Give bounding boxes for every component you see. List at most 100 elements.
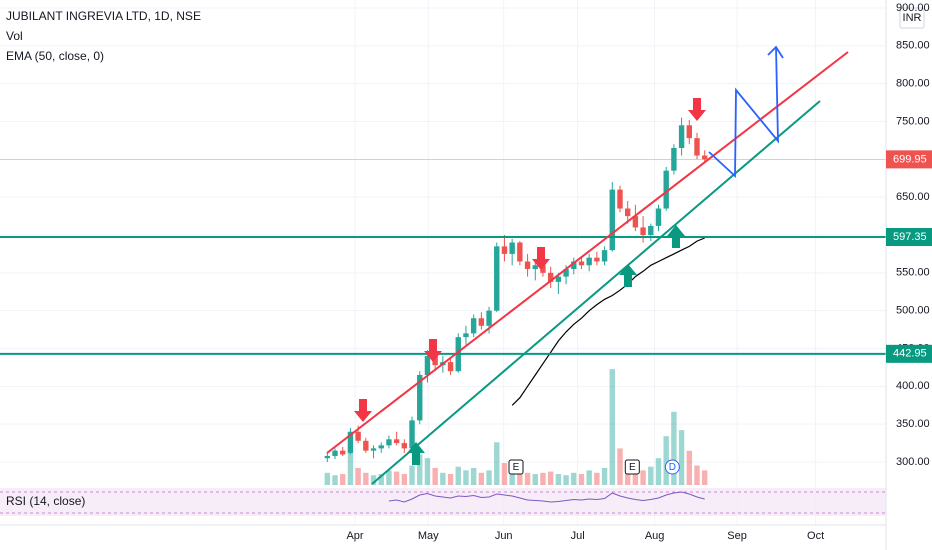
event-marker bbox=[508, 459, 524, 475]
y-tick-label: 350.00 bbox=[896, 418, 930, 430]
candle-body bbox=[378, 445, 384, 449]
candle-body bbox=[547, 272, 554, 282]
event-marker bbox=[664, 459, 680, 475]
volume-bar bbox=[640, 470, 646, 485]
volume-bar bbox=[432, 467, 438, 485]
candle-body bbox=[586, 257, 592, 266]
event-marker bbox=[624, 459, 640, 475]
volume-bar bbox=[524, 472, 531, 485]
volume-bar bbox=[393, 471, 400, 485]
last-price-label: 699.95 bbox=[893, 153, 927, 165]
ema-line bbox=[511, 237, 705, 406]
candle-body bbox=[494, 246, 500, 311]
event-label: D bbox=[669, 462, 676, 473]
volume-bar bbox=[370, 475, 377, 485]
volume-bar bbox=[355, 467, 361, 485]
volume-bar bbox=[617, 448, 623, 485]
volume-bar bbox=[470, 467, 477, 485]
down-arrow bbox=[354, 399, 372, 422]
volume-bar bbox=[363, 472, 369, 485]
candle-body bbox=[363, 440, 369, 451]
volume-bar bbox=[455, 466, 461, 485]
volume-bar bbox=[555, 474, 562, 485]
level-tag bbox=[886, 344, 932, 363]
volume-label: Vol bbox=[6, 29, 23, 43]
candle-body bbox=[663, 170, 669, 209]
candle-body bbox=[486, 310, 492, 326]
volume-bar bbox=[663, 436, 669, 485]
candle-body bbox=[632, 216, 639, 228]
volume-bar bbox=[386, 470, 392, 485]
volume-bar bbox=[378, 474, 384, 485]
candle-body bbox=[540, 265, 546, 273]
volume-bar bbox=[417, 454, 423, 485]
volume-bar bbox=[463, 470, 469, 485]
volume-bar bbox=[478, 472, 485, 485]
candle-body bbox=[501, 246, 508, 254]
volume-bar bbox=[547, 471, 554, 485]
volume-bar bbox=[509, 467, 515, 485]
volume-bar bbox=[686, 450, 692, 485]
candle-body bbox=[332, 450, 338, 456]
down-arrow bbox=[424, 339, 442, 362]
candle-body bbox=[702, 155, 708, 160]
y-tick-label: 900.00 bbox=[896, 2, 930, 14]
event-label: E bbox=[513, 462, 520, 473]
volume-bar bbox=[601, 467, 608, 485]
y-tick-label: 800.00 bbox=[896, 78, 930, 90]
x-tick-label: Jul bbox=[571, 530, 585, 542]
currency-box[interactable] bbox=[899, 7, 925, 29]
rsi-label: RSI (14, close) bbox=[6, 494, 85, 508]
candle-body bbox=[617, 189, 623, 209]
y-tick-label: 400.00 bbox=[896, 380, 930, 392]
projection bbox=[708, 46, 779, 179]
candle-body bbox=[524, 261, 531, 270]
down-arrow bbox=[532, 247, 550, 270]
candle-body bbox=[393, 439, 400, 444]
volume-bar bbox=[571, 472, 577, 485]
level-label: 597.35 bbox=[893, 231, 927, 243]
volume-bar bbox=[578, 474, 585, 485]
rsi-line bbox=[388, 491, 705, 503]
candle-body bbox=[355, 431, 361, 441]
candle-body bbox=[655, 208, 662, 226]
candle-body bbox=[409, 420, 415, 449]
x-tick-label: Sep bbox=[727, 530, 747, 542]
candle-body bbox=[324, 455, 331, 459]
volume-bar bbox=[586, 470, 592, 485]
volume-bar bbox=[655, 458, 662, 485]
candle-body bbox=[370, 448, 377, 451]
volume-bar bbox=[424, 458, 431, 485]
candle-body bbox=[555, 276, 562, 282]
trend-line-lower bbox=[371, 100, 821, 485]
y-tick-label: 500.00 bbox=[896, 305, 930, 317]
candle-body bbox=[571, 261, 577, 270]
volume-bar bbox=[409, 465, 415, 485]
candle-body bbox=[509, 242, 515, 254]
candle-body bbox=[447, 362, 454, 372]
candle-body bbox=[624, 208, 631, 217]
down-arrow bbox=[688, 98, 706, 121]
candle-body bbox=[640, 227, 646, 235]
candle-body bbox=[401, 443, 408, 449]
volume-bar bbox=[517, 470, 523, 485]
y-tick-label: 550.00 bbox=[896, 267, 930, 279]
candle-body bbox=[578, 261, 585, 266]
candle-body bbox=[517, 242, 523, 262]
candle-body bbox=[594, 257, 600, 262]
volume-bar bbox=[532, 474, 538, 485]
volume-bar bbox=[340, 474, 346, 485]
candle-body bbox=[424, 356, 431, 375]
candle-body bbox=[686, 125, 692, 139]
event-label: E bbox=[629, 462, 636, 473]
candle-body bbox=[417, 374, 423, 421]
volume-bar bbox=[447, 474, 454, 485]
x-tick-label: Aug bbox=[645, 530, 665, 542]
candle-body bbox=[601, 250, 608, 262]
volume-bar bbox=[563, 475, 569, 485]
sell-arrows bbox=[354, 98, 706, 422]
candle-body bbox=[386, 439, 392, 446]
